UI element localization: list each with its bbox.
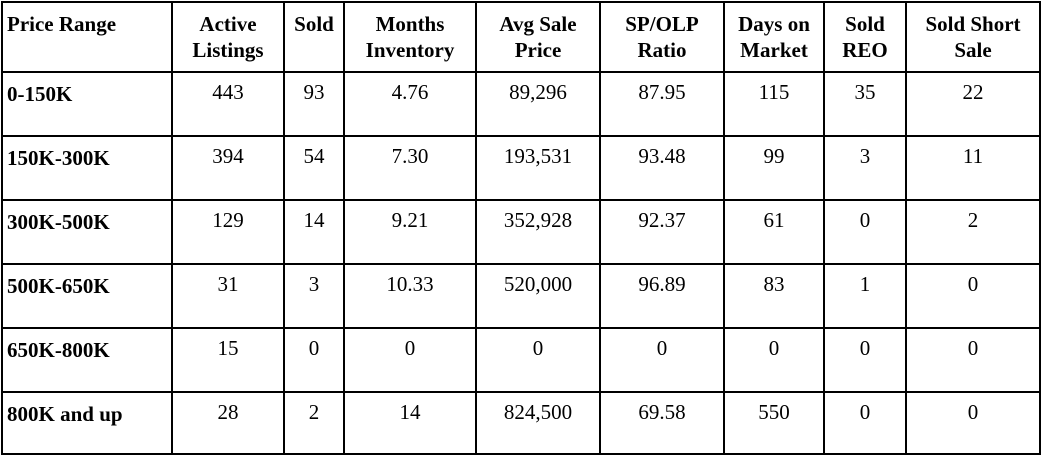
- active-listings-cell: 28: [171, 391, 285, 455]
- sold-cell: 0: [283, 327, 345, 393]
- table-row: 0-150K 443 93 4.76 89,296 87.95 115 35 2…: [1, 71, 1041, 137]
- price-range-cell: 300K-500K: [1, 199, 173, 265]
- sold-cell: 54: [283, 135, 345, 201]
- avg-sale-price-cell: 824,500: [475, 391, 601, 455]
- table-row: 150K-300K 394 54 7.30 193,531 93.48 99 3…: [1, 135, 1041, 201]
- price-range-cell: 150K-300K: [1, 135, 173, 201]
- months-inventory-cell: 10.33: [343, 263, 477, 329]
- sp-olp-ratio-cell: 92.37: [599, 199, 725, 265]
- header-sold-reo: Sold REO: [823, 1, 907, 73]
- sold-short-sale-cell: 0: [905, 391, 1041, 455]
- avg-sale-price-cell: 89,296: [475, 71, 601, 137]
- days-on-market-cell: 83: [723, 263, 825, 329]
- price-range-cell: 800K and up: [1, 391, 173, 455]
- months-inventory-cell: 4.76: [343, 71, 477, 137]
- header-row: Price Range Active Listings Sold Months …: [1, 1, 1041, 73]
- days-on-market-cell: 550: [723, 391, 825, 455]
- header-active-listings: Active Listings: [171, 1, 285, 73]
- avg-sale-price-cell: 193,531: [475, 135, 601, 201]
- sold-reo-cell: 1: [823, 263, 907, 329]
- header-avg-sale-price: Avg Sale Price: [475, 1, 601, 73]
- sold-reo-cell: 0: [823, 327, 907, 393]
- avg-sale-price-cell: 520,000: [475, 263, 601, 329]
- months-inventory-cell: 0: [343, 327, 477, 393]
- sold-cell: 93: [283, 71, 345, 137]
- table-row: 650K-800K 15 0 0 0 0 0 0 0: [1, 327, 1041, 393]
- table-row: 800K and up 28 2 14 824,500 69.58 550 0 …: [1, 391, 1041, 455]
- active-listings-cell: 15: [171, 327, 285, 393]
- sold-short-sale-cell: 22: [905, 71, 1041, 137]
- price-range-cell: 500K-650K: [1, 263, 173, 329]
- table-row: 300K-500K 129 14 9.21 352,928 92.37 61 0…: [1, 199, 1041, 265]
- table-header: Price Range Active Listings Sold Months …: [1, 1, 1041, 73]
- days-on-market-cell: 0: [723, 327, 825, 393]
- months-inventory-cell: 9.21: [343, 199, 477, 265]
- months-inventory-cell: 14: [343, 391, 477, 455]
- sold-short-sale-cell: 0: [905, 327, 1041, 393]
- header-sold: Sold: [283, 1, 345, 73]
- sold-reo-cell: 35: [823, 71, 907, 137]
- header-sp-olp-ratio: SP/OLP Ratio: [599, 1, 725, 73]
- days-on-market-cell: 115: [723, 71, 825, 137]
- sold-cell: 14: [283, 199, 345, 265]
- active-listings-cell: 129: [171, 199, 285, 265]
- price-range-cell: 0-150K: [1, 71, 173, 137]
- sp-olp-ratio-cell: 87.95: [599, 71, 725, 137]
- header-days-on-market: Days on Market: [723, 1, 825, 73]
- avg-sale-price-cell: 352,928: [475, 199, 601, 265]
- days-on-market-cell: 61: [723, 199, 825, 265]
- sold-cell: 2: [283, 391, 345, 455]
- table-row: 500K-650K 31 3 10.33 520,000 96.89 83 1 …: [1, 263, 1041, 329]
- active-listings-cell: 394: [171, 135, 285, 201]
- sold-cell: 3: [283, 263, 345, 329]
- active-listings-cell: 443: [171, 71, 285, 137]
- sold-reo-cell: 3: [823, 135, 907, 201]
- sp-olp-ratio-cell: 96.89: [599, 263, 725, 329]
- sp-olp-ratio-cell: 93.48: [599, 135, 725, 201]
- sold-reo-cell: 0: [823, 391, 907, 455]
- price-range-cell: 650K-800K: [1, 327, 173, 393]
- header-months-inventory: Months Inventory: [343, 1, 477, 73]
- active-listings-cell: 31: [171, 263, 285, 329]
- sold-short-sale-cell: 11: [905, 135, 1041, 201]
- days-on-market-cell: 99: [723, 135, 825, 201]
- sold-short-sale-cell: 2: [905, 199, 1041, 265]
- avg-sale-price-cell: 0: [475, 327, 601, 393]
- months-inventory-cell: 7.30: [343, 135, 477, 201]
- sp-olp-ratio-cell: 69.58: [599, 391, 725, 455]
- header-sold-short-sale: Sold Short Sale: [905, 1, 1041, 73]
- sold-reo-cell: 0: [823, 199, 907, 265]
- header-price-range: Price Range: [1, 1, 173, 73]
- table-body: 0-150K 443 93 4.76 89,296 87.95 115 35 2…: [1, 71, 1041, 455]
- sold-short-sale-cell: 0: [905, 263, 1041, 329]
- sp-olp-ratio-cell: 0: [599, 327, 725, 393]
